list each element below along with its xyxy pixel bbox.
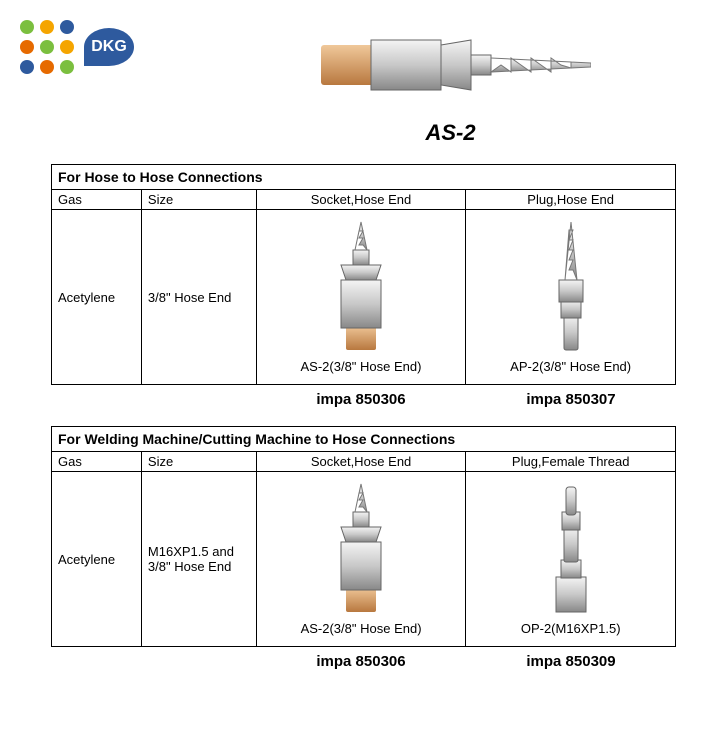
dot <box>60 20 74 34</box>
impa-code: impa 850307 <box>466 391 676 408</box>
cell-gas: Acetylene <box>52 472 142 647</box>
table-welding-machine: For Welding Machine/Cutting Machine to H… <box>51 426 676 647</box>
cell-gas: Acetylene <box>52 210 142 385</box>
col-header: Size <box>141 452 256 472</box>
dot <box>20 40 34 54</box>
col-header: Size <box>141 190 256 210</box>
table-hose-to-hose: For Hose to Hose Connections Gas Size So… <box>51 164 676 385</box>
cell-size: M16XP1.5 and 3/8" Hose End <box>141 472 256 647</box>
dot <box>60 60 74 74</box>
hero-label: AS-2 <box>425 120 475 146</box>
dot <box>40 20 54 34</box>
product-label: AS-2(3/8" Hose End) <box>263 621 460 636</box>
impa-row: impa 850306 impa 850309 <box>51 653 676 670</box>
dot <box>60 40 74 54</box>
col-header: Socket,Hose End <box>256 190 466 210</box>
socket-hose-icon <box>311 482 411 617</box>
dot <box>40 60 54 74</box>
impa-code: impa 850309 <box>466 653 676 670</box>
col-header: Gas <box>52 452 142 472</box>
col-header: Plug,Female Thread <box>466 452 676 472</box>
plug-hose-icon <box>521 220 621 355</box>
col-header: Plug,Hose End <box>466 190 676 210</box>
brand-logo: DKG <box>84 28 134 66</box>
cell-product: AP-2(3/8" Hose End) <box>466 210 676 385</box>
col-header: Gas <box>52 190 142 210</box>
dot <box>20 60 34 74</box>
product-label: AP-2(3/8" Hose End) <box>472 359 669 374</box>
impa-row: impa 850306 impa 850307 <box>51 391 676 408</box>
hero: AS-2 <box>194 20 707 146</box>
header: DKG AS-2 <box>20 20 707 146</box>
cell-product: OP-2(M16XP1.5) <box>466 472 676 647</box>
table-title: For Hose to Hose Connections <box>52 165 676 190</box>
cell-product: AS-2(3/8" Hose End) <box>256 472 466 647</box>
cell-size: 3/8" Hose End <box>141 210 256 385</box>
hero-product-icon <box>311 20 591 110</box>
table-title: For Welding Machine/Cutting Machine to H… <box>52 427 676 452</box>
logo-group: DKG <box>20 20 134 74</box>
impa-code: impa 850306 <box>256 391 466 408</box>
dot <box>20 20 34 34</box>
impa-code: impa 850306 <box>256 653 466 670</box>
plug-thread-icon <box>521 482 621 617</box>
cell-product: AS-2(3/8" Hose End) <box>256 210 466 385</box>
product-label: OP-2(M16XP1.5) <box>472 621 669 636</box>
dots-icon <box>20 20 74 74</box>
col-header: Socket,Hose End <box>256 452 466 472</box>
socket-hose-icon <box>311 220 411 355</box>
product-label: AS-2(3/8" Hose End) <box>263 359 460 374</box>
dot <box>40 40 54 54</box>
